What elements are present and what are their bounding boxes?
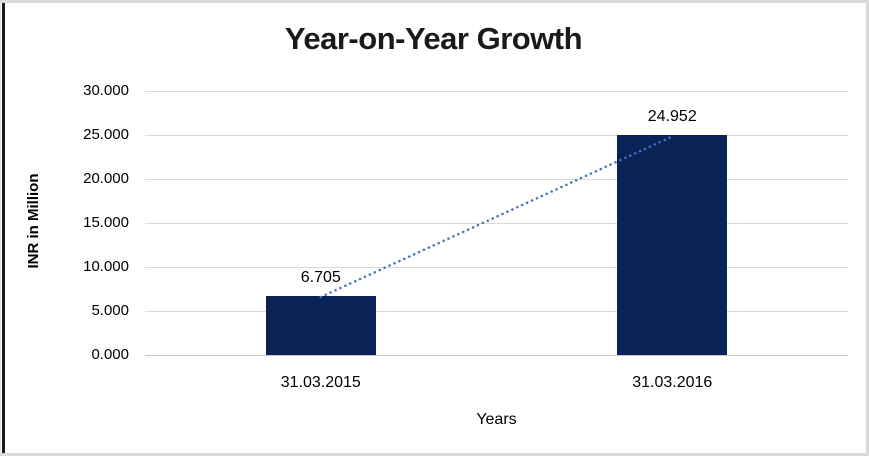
x-axis-tick-labels: 31.03.2015 31.03.2016 (145, 373, 848, 393)
chart-title: Year-on-Year Growth (284, 21, 583, 56)
x-axis-title: Years (476, 411, 517, 428)
y-tick-label: 5.000 (91, 302, 129, 319)
y-tick-label: 20.000 (83, 170, 129, 187)
y-tick-label: 0.000 (91, 346, 129, 363)
gridline (145, 179, 848, 180)
bar-31.03.2015 (265, 296, 376, 355)
trendline (319, 135, 674, 299)
x-axis-line (145, 355, 848, 356)
gridline (145, 223, 848, 224)
data-label: 24.952 (647, 108, 697, 126)
gridline (145, 267, 848, 268)
bar-31.03.2016 (617, 135, 728, 355)
y-tick-label: 15.000 (83, 214, 129, 231)
x-tick-label: 31.03.2016 (632, 374, 713, 391)
y-tick-label: 10.000 (83, 258, 129, 275)
gridline (145, 311, 848, 312)
plot-area: 6.705 24.952 (145, 91, 848, 356)
y-axis-tick-labels: 0.000 5.000 10.000 15.000 20.000 25.000 30.000 (1, 3, 129, 453)
y-tick-label: 25.000 (83, 126, 129, 143)
data-label: 6.705 (300, 268, 341, 286)
x-tick-label: 31.03.2015 (280, 374, 361, 391)
y-tick-label: 30.000 (83, 82, 129, 99)
left-border-line (2, 3, 5, 453)
gridline (145, 135, 848, 136)
gridline (145, 91, 848, 92)
